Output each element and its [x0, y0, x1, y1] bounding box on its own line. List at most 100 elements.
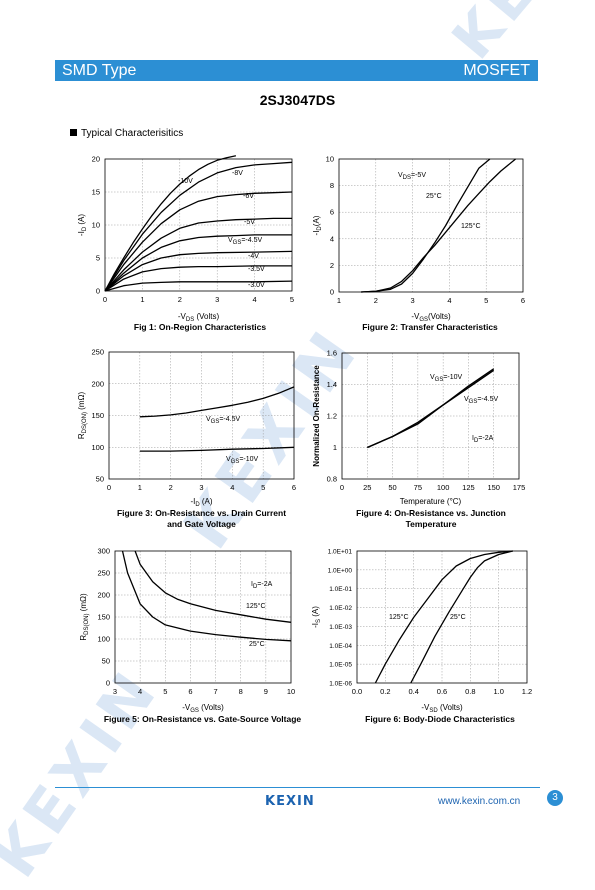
- x-tick-label: 1: [337, 296, 341, 305]
- x-tick-label: 0: [340, 483, 344, 492]
- x-tick-label: 8: [239, 687, 243, 696]
- y-tick-label: 0: [96, 287, 100, 296]
- y-axis-label: -ID(A): [312, 215, 323, 235]
- x-tick-label: 4: [447, 296, 451, 305]
- annotation-id: ID=-2A: [472, 435, 494, 444]
- x-tick-label: 3: [411, 296, 415, 305]
- y-tick-label: 50: [102, 657, 110, 666]
- chart-rdson-vs-vgs: 3 4 5 6 7 8 9 10050100150200250300ID=-2A125°C25…: [79, 547, 295, 715]
- series-label: 125°C: [389, 613, 409, 621]
- x-axis-label: -VGS(Volts): [411, 312, 451, 323]
- x-tick-label: 6: [521, 296, 525, 305]
- x-tick-label: 4: [253, 295, 257, 304]
- chart-rdson-vs-id: 0 1 2 3 4 5 6 50 100 150 200 250 VGS=-4.5V VGS=-10V -I…: [77, 348, 296, 509]
- x-tick-label: 75: [414, 483, 422, 492]
- x-tick-label: 50: [388, 483, 396, 492]
- y-tick-label: 1.2: [327, 412, 337, 421]
- x-axis-label: Temperature (°C): [400, 497, 462, 506]
- y-tick-label: 6: [330, 208, 334, 217]
- series-line: [374, 550, 513, 684]
- x-tick-label: 0.0: [352, 687, 362, 696]
- x-tick-label: 0.6: [437, 687, 447, 696]
- plot-frame: [356, 550, 528, 684]
- footer-divider: [55, 787, 540, 788]
- y-tick-label: 0: [106, 679, 110, 688]
- chart-on-region: 0 1 2 3 4 5 0 5 10 15 20 -10V -8V -6V -5V -4V -3.5V -3.0V…: [77, 155, 294, 324]
- series-label: -8V: [232, 170, 243, 177]
- x-tick-label: 25: [363, 483, 371, 492]
- series-line: [139, 446, 295, 452]
- x-axis-label: -VDS (Volts): [178, 312, 220, 323]
- series-line: [104, 161, 293, 292]
- y-tick-label: 10: [92, 221, 100, 230]
- x-tick-label: 5: [290, 295, 294, 304]
- x-tick-label: 2: [169, 483, 173, 492]
- y-tick-label: 15: [92, 188, 100, 197]
- series-label: -10V: [178, 178, 193, 185]
- y-tick-label: 10: [326, 155, 334, 164]
- x-axis-label: -VGS (Volts): [182, 703, 224, 714]
- x-tick-label: 2: [374, 296, 378, 305]
- x-axis-label: -VSD (Volts): [421, 703, 463, 714]
- footer-website-link[interactable]: www.kexin.com.cn: [438, 796, 521, 807]
- y-tick-label: 0: [330, 288, 334, 297]
- y-axis-label: RDS(ON) (mΩ): [77, 392, 88, 440]
- y-tick-label: 4: [330, 234, 334, 243]
- x-tick-label: 6: [188, 687, 192, 696]
- series-label: -3.5V: [248, 266, 265, 273]
- series-label: VGS=-4.5V: [206, 416, 240, 425]
- y-tick-label: 50: [96, 475, 104, 484]
- y-tick-label: 150: [97, 613, 110, 622]
- x-tick-label: 150: [487, 483, 500, 492]
- series-label: -5V: [244, 219, 255, 226]
- x-tick-label: 5: [261, 483, 265, 492]
- x-tick-label: 4: [138, 687, 142, 696]
- square-bullet-icon: [70, 129, 77, 136]
- y-tick-label: 2: [330, 261, 334, 270]
- series-label: 25°C: [426, 192, 442, 200]
- section-heading: Typical Characterisitics: [70, 128, 183, 139]
- x-tick-label: 6: [292, 483, 296, 492]
- x-tick-label: 2: [178, 295, 182, 304]
- series-line: [139, 386, 295, 418]
- x-tick-label: 3: [215, 295, 219, 304]
- x-tick-label: 3: [199, 483, 203, 492]
- x-tick-label: 1: [140, 295, 144, 304]
- y-tick-label: 1.0E+00: [328, 567, 353, 574]
- series-label: VGS=-10V: [226, 456, 259, 465]
- y-tick-label: 300: [97, 547, 110, 556]
- y-tick-label: 1.0E-02: [329, 605, 352, 612]
- series-line: [410, 550, 513, 684]
- x-tick-label: 0: [103, 295, 107, 304]
- x-tick-label: 9: [264, 687, 268, 696]
- y-axis-label: -ID (A): [77, 214, 88, 236]
- chart-body-diode: 0.0 0.2 0.4 0.6 0.8 1.0 1.2 1.0E-06 1.0E-05 1.0E-…: [311, 549, 532, 715]
- series-line: [104, 280, 293, 292]
- y-tick-label: 1.4: [327, 380, 337, 389]
- plot-frame: [114, 550, 292, 684]
- y-tick-label: 150: [91, 411, 104, 420]
- kexin-logo: KEXIN: [265, 794, 315, 809]
- x-tick-label: 3: [113, 687, 117, 696]
- x-tick-label: 175: [513, 483, 526, 492]
- y-tick-label: 1.0E-05: [329, 662, 352, 669]
- y-tick-label: 0.8: [327, 475, 337, 484]
- series-line: [367, 369, 495, 449]
- x-tick-label: 4: [230, 483, 234, 492]
- series-label: 25°C: [249, 640, 265, 648]
- annotation-vds: VDS=-5V: [398, 172, 426, 181]
- header-banner: SMD Type MOSFET: [55, 60, 538, 81]
- x-tick-label: 5: [163, 687, 167, 696]
- x-tick-label: 100: [437, 483, 450, 492]
- y-tick-label: 1.0E-01: [329, 586, 352, 593]
- y-axis-label: Normalized On-Resistance: [312, 365, 321, 467]
- series-line: [134, 550, 292, 623]
- x-tick-label: 1: [138, 483, 142, 492]
- series-label: 125°C: [246, 602, 266, 610]
- plot-frame: [108, 351, 295, 480]
- header-type-label: SMD Type: [62, 62, 137, 79]
- plot-frame: [341, 352, 520, 480]
- series-line: [104, 265, 292, 292]
- caption-fig4: Figure 4: On-Resistance vs. Junction Tem…: [356, 508, 506, 529]
- y-tick-label: 20: [92, 155, 100, 164]
